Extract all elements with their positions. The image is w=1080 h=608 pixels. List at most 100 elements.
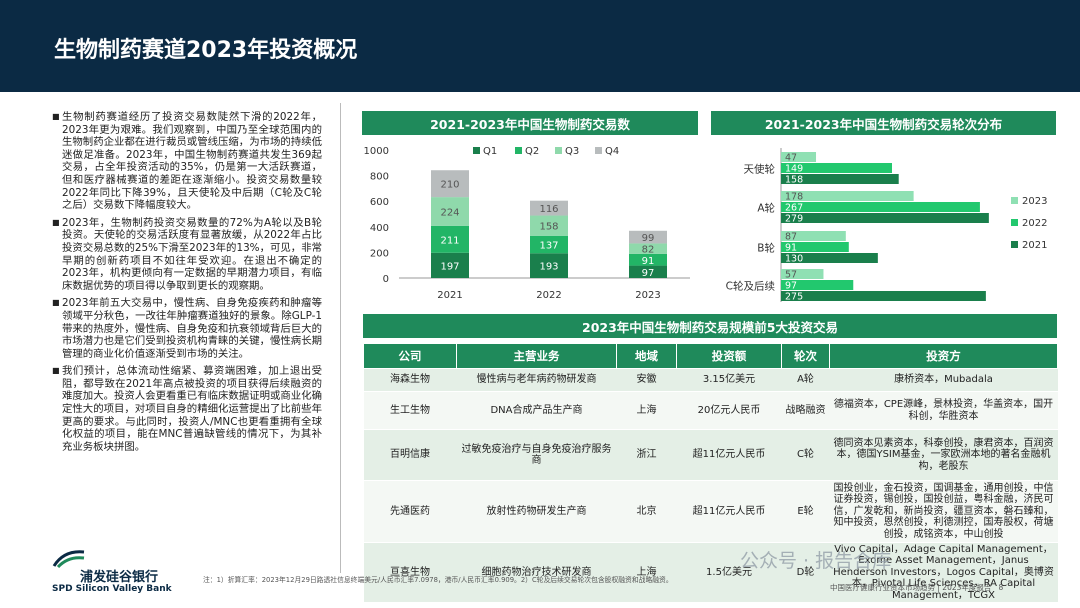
data-label: 224 [440,207,459,218]
table-cell: A轮 [781,368,830,392]
data-label: 275 [785,292,803,303]
bar [781,269,824,279]
bar-segment [530,200,568,216]
table-cell: E轮 [781,480,830,543]
bar [781,174,899,184]
table-cell: 浙江 [616,429,677,481]
legend-swatch [1011,241,1018,248]
bullet-item: ■ 2023年，生物制药投资交易数量的72%为A轮以及B轮投资。天使轮的交易活跃度… [52,217,322,293]
stacked-chart-title: 2021-2023年中国生物制药交易数 [362,111,698,135]
category-label: B轮 [757,242,775,255]
table-cell: 战略融资 [781,391,830,430]
data-label: 178 [785,192,803,203]
round-chart-title: 2021-2023年中国生物制药交易轮次分布 [711,111,1056,135]
column-header: 地域 [616,343,677,369]
bar-segment [431,225,469,253]
column-header: 投资额 [676,343,782,369]
column-divider [340,103,341,573]
bullet-item: ■ 我们预计，总体流动性缩紧、募资端困难，加上退出受阻，都导致在2021年高点被投… [52,365,322,453]
data-label: 197 [440,261,459,272]
column-header: 轮次 [781,343,830,369]
table-cell: 过敏免疫治疗与自身免疫治疗服务商 [456,429,617,481]
legend-label: 2022 [1022,218,1047,229]
legend-label: Q4 [605,146,619,157]
bullet-text: 生物制药赛道经历了投资交易数陡然下滑的2022年，2023年更为艰难。我们观察到… [62,111,322,212]
bar-segment [431,170,469,198]
bar-segment [530,235,568,254]
y-tick-label: 0 [383,274,389,285]
table-cell: 德同资本见素资本，科泰创投，康君资本，百润资本，德国YSIM基金，一家欧洲本地的… [829,429,1058,481]
legend-swatch [1011,219,1018,226]
table-cell: 20亿元人民币 [676,391,782,430]
data-label: 97 [785,281,797,292]
data-label: 158 [539,222,558,233]
data-label: 210 [440,180,459,191]
bar [781,231,846,241]
page-number: 8 [998,583,1004,592]
table-row: 海森生物 慢性病与老年病药物研发商 安徽 3.15亿美元 A轮 康桥资本，Mub… [363,368,1058,392]
data-label: 193 [539,262,558,273]
bullet-item: ■ 2023年前五大交易中，慢性病、自身免疫疾药和肿瘤等领域平分秋色，一改往年肿瘤… [52,297,322,360]
bar [781,213,989,223]
x-tick-label: 2022 [536,290,561,301]
table-cell: 3.15亿美元 [676,368,782,392]
legend-swatch [473,147,480,154]
legend-label: Q2 [525,146,539,157]
footnote: 注：1）折算汇率：2023年12月29日路透社信息终端美元/人民币汇率7.097… [203,576,673,584]
table-cell: 海森生物 [363,368,457,392]
y-tick-label: 200 [370,248,389,259]
legend-swatch [595,147,602,154]
square-bullet-icon: ■ [52,217,60,227]
bar [781,152,817,162]
table-row: 先通医药 放射性药物研发生产商 北京 超11亿元人民币 E轮 国投创业，金石投资… [363,480,1058,543]
table-cell: 德福资本，CPE源峰，景林投资，华盖资本，国开科创，华胜资本 [829,391,1058,430]
watermark: 公众号 · 报告合库 [740,550,892,572]
table-cell: Vivo Capital，Adage Capital Management，Ex… [829,542,1058,603]
data-label: 130 [785,254,803,265]
data-label: 91 [642,256,655,267]
bar-segment [629,243,667,254]
bar-segment [629,253,667,266]
deals-table: 公司 主营业务 地域 投资额 轮次 投资方 海森生物 慢性病与老年病药物研发商 … [363,343,1058,603]
column-header: 主营业务 [456,343,617,369]
deals-table-title: 2023年中国生物制药交易规模前5大投资交易 [363,314,1057,338]
legend-swatch [1011,197,1018,204]
table-row: 百明信康 过敏免疫治疗与自身免疫治疗服务商 浙江 超11亿元人民币 C轮 德同资… [363,429,1058,481]
data-label: 158 [785,175,803,186]
bar-segment [629,265,667,278]
logo-english-name: SPD Silicon Valley Bank [52,584,172,594]
bullet-text: 2023年，生物制药投资交易数量的72%为A轮以及B轮投资。天使轮的交易活跃度有… [62,216,322,292]
data-label: 149 [785,164,803,175]
bar [781,280,854,290]
stacked-bar-chart: 0 200 400 600 800 1000 197 211 224 210 2021 193 137 1… [364,146,690,301]
table-cell: 1.5亿美元 [676,542,782,603]
legend-label: Q3 [565,146,579,157]
legend-label: 2023 [1022,196,1047,207]
square-bullet-icon: ■ [52,298,60,308]
bar-segment [530,215,568,236]
footer-text: 中国医疗健康行业资本市场趋势 | 2023年度报告 [830,583,992,592]
table-cell: 安徽 [616,368,677,392]
bar [781,191,914,201]
bullet-text: 我们预计，总体流动性缩紧、募资端困难，加上退出受阻，都导致在2021年高点被投资… [62,365,322,453]
table-cell: 细胞药物治疗技术研发商 [456,542,617,603]
data-label: 211 [440,235,459,246]
bar [781,242,849,252]
legend-swatch [515,147,522,154]
bar-segment [431,252,469,278]
table-cell: 先通医药 [363,480,457,543]
table-cell: 超11亿元人民币 [676,429,782,481]
data-label: 97 [642,268,655,279]
data-label: 267 [785,203,803,214]
column-header: 投资方 [829,343,1058,369]
square-bullet-icon: ■ [52,366,60,376]
legend-label: 2021 [1022,240,1047,251]
table-cell: 生工生物 [363,391,457,430]
bar-segment [530,253,568,278]
bank-logo-icon [52,550,85,568]
bullet-text: 2023年前五大交易中，慢性病、自身免疫疾药和肿瘤等领域平分秋色，一改往年肿瘤赛… [62,297,322,360]
logo-chinese-name: 浦发硅谷银行 [80,570,159,585]
data-label: 279 [785,214,803,225]
table-cell: 慢性病与老年病药物研发商 [456,368,617,392]
table-cell: C轮 [781,429,830,481]
